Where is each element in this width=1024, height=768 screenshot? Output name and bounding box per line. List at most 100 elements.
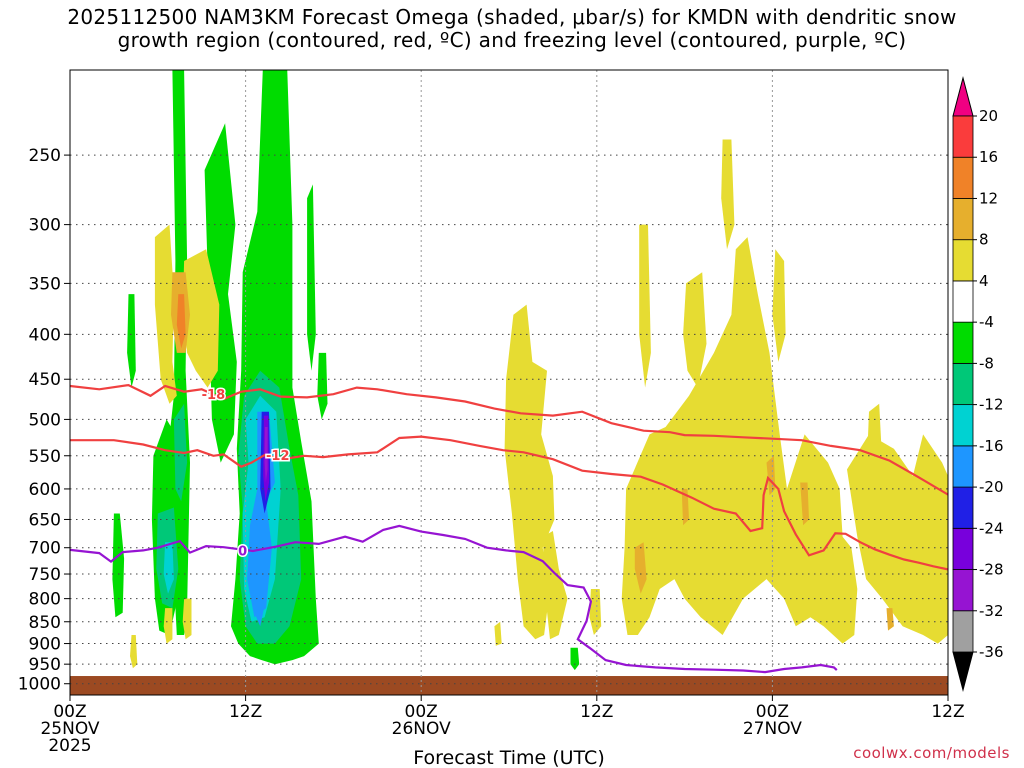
colorbar-tick-label: -16: [979, 437, 1004, 455]
omega-region-13: [163, 542, 174, 594]
colorbar-box: [952, 445, 974, 488]
y-tick-label: 350: [29, 274, 61, 294]
colorbar-tick-label: -4: [979, 313, 994, 331]
omega-region-38: [766, 455, 776, 496]
contour-label-0: 0: [238, 544, 247, 559]
omega-region-15: [254, 542, 267, 627]
colorbar-box: [952, 156, 974, 199]
colorbar-tick-label: -20: [979, 478, 1004, 496]
colorbar-box: [952, 280, 974, 323]
omega-region-28: [639, 224, 651, 388]
x-axis-label: Forecast Time (UTC): [413, 747, 604, 768]
colorbar-box: [952, 239, 974, 282]
x-tick-label: 25NOV: [40, 719, 99, 739]
credit-text: coolwx.com/models: [853, 744, 1010, 762]
y-tick-label: 500: [29, 410, 61, 430]
y-tick-label: 550: [29, 447, 61, 467]
omega-region-20: [182, 249, 220, 388]
contour-line--12: [70, 435, 948, 571]
colorbar-tick-label: 20: [979, 107, 998, 125]
colorbar-tick-label: -28: [979, 561, 1004, 579]
y-tick-label: 950: [29, 655, 61, 675]
omega-region-5: [307, 184, 316, 371]
x-tick-label: 12Z: [580, 702, 613, 722]
y-tick-label: 600: [29, 480, 61, 500]
grid-lines: [70, 70, 948, 695]
colorbar-box: [952, 198, 974, 241]
chart-title: 2025112500 NAM3KM Forecast Omega (shaded…: [0, 6, 1024, 52]
omega-region-36: [634, 542, 647, 594]
omega-region-4: [112, 513, 125, 618]
colorbar-tick-label: 8: [979, 231, 989, 249]
y-tick-label: 850: [29, 613, 61, 633]
x-tick-label: 00Z: [405, 702, 438, 722]
omega-region-24: [504, 304, 555, 640]
omega-region-27: [494, 621, 502, 646]
title-line-1: 2025112500 NAM3KM Forecast Omega (shaded…: [67, 5, 957, 29]
colorbar-extend-low: [952, 651, 974, 692]
colorbar-box: [952, 610, 974, 653]
omega-region-8: [570, 647, 580, 671]
colorbar-tick-label: 4: [979, 272, 989, 290]
colorbar-box: [952, 404, 974, 447]
y-tick-label: 450: [29, 370, 61, 390]
x-tick-label: 00Z: [756, 702, 789, 722]
contour-label--18: -18: [202, 388, 226, 403]
x-tick-label: 26NOV: [392, 719, 451, 739]
colorbar-tick-label: 12: [979, 189, 998, 207]
y-tick-label: 400: [29, 325, 61, 345]
omega-region-31: [721, 139, 735, 250]
title-line-2: growth region (contoured, red, ºC) and f…: [117, 28, 907, 52]
x-tick-label: 27NOV: [743, 719, 802, 739]
temperature-contours: -18 -12 0: [70, 383, 948, 674]
omega-region-30: [621, 237, 858, 644]
x-tick-label: 12Z: [229, 702, 262, 722]
contour-label--12: -12: [266, 449, 290, 464]
colorbar-box: [952, 486, 974, 529]
x-tick-label: 2025: [48, 736, 91, 756]
omega-region-22: [163, 608, 173, 644]
colorbar-tick-label: -12: [979, 396, 1004, 414]
omega-region-29: [683, 272, 707, 388]
colorbar-tick-label: 16: [979, 148, 998, 166]
omega-region-26: [589, 589, 602, 635]
omega-region-33: [847, 434, 948, 644]
colorbar-extend-high: [952, 76, 974, 117]
omega-region-41: [176, 294, 186, 349]
plot-frame: [69, 69, 949, 696]
colorbar-box: [952, 527, 974, 570]
x-tick-label: 12Z: [931, 702, 964, 722]
y-tick-label: 300: [29, 216, 61, 236]
contour-line--18: [70, 383, 948, 496]
y-tick-label: 800: [29, 590, 61, 610]
y-tick-label: 750: [29, 565, 61, 585]
y-tick-label: 1000: [18, 675, 61, 695]
colorbar-box: [952, 321, 974, 364]
y-tick-label: 650: [29, 510, 61, 530]
colorbar-tick-label: -8: [979, 354, 994, 372]
omega-region-37: [681, 488, 689, 526]
omega-region-39: [800, 482, 809, 526]
colorbar-tick-label: -24: [979, 519, 1004, 537]
omega-shading: [112, 70, 948, 671]
omega-region-34: [867, 403, 883, 476]
colorbar: -36 -32 -28 -24 -20 -16 -12 -8 -4 4 8 12 16 20: [952, 76, 1004, 692]
colorbar-box: [952, 569, 974, 612]
y-axis: 2503003504004505005506006507007508008509…: [18, 146, 70, 695]
omega-region-25: [542, 531, 568, 640]
colorbar-box: [952, 362, 974, 406]
y-tick-label: 900: [29, 635, 61, 655]
contour-line-0: [70, 524, 838, 674]
omega-region-19: [154, 224, 177, 404]
terrain: [70, 676, 948, 695]
y-tick-label: 700: [29, 539, 61, 559]
colorbar-tick-label: -36: [979, 643, 1004, 661]
terrain-band: [70, 676, 948, 695]
y-tick-label: 250: [29, 146, 61, 166]
x-tick-label: 00Z: [53, 702, 86, 722]
omega-region-40: [886, 608, 894, 631]
omega-region-6: [127, 294, 136, 388]
colorbar-box: [952, 115, 974, 158]
